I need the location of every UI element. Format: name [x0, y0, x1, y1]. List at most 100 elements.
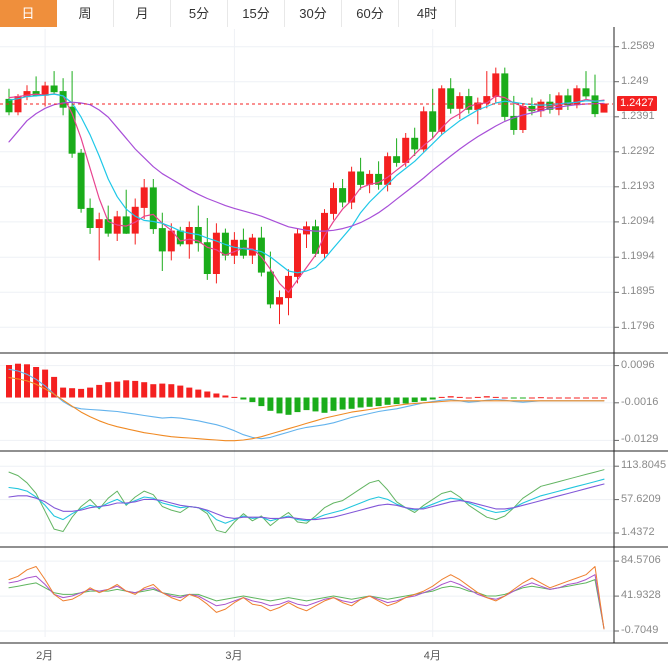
- candle-body: [95, 219, 103, 228]
- candle-body: [402, 137, 410, 163]
- macd-histogram-bar: [357, 397, 364, 408]
- rsi-axis-label: 41.9328: [621, 589, 661, 602]
- macd-histogram-bar: [51, 376, 58, 398]
- candle-body: [555, 95, 563, 110]
- macd-histogram-bar: [537, 397, 544, 399]
- tab-30min[interactable]: 30分: [285, 0, 342, 27]
- macd-histogram-bar: [87, 387, 94, 398]
- macd-histogram-bar: [447, 396, 454, 398]
- macd-histogram-bar: [123, 380, 130, 398]
- macd-histogram-bar: [456, 396, 463, 398]
- rsi6-line: [8, 566, 605, 630]
- tab-4hour[interactable]: 4时: [399, 0, 456, 27]
- macd-histogram-bar: [267, 397, 274, 411]
- price-axis-label: 1.2193: [621, 179, 655, 192]
- macd-histogram-bar: [60, 387, 67, 398]
- candle-body: [537, 101, 545, 112]
- candle-body: [366, 173, 374, 185]
- macd-histogram-bar: [141, 382, 148, 398]
- macd-histogram-bar: [384, 397, 391, 405]
- macd-histogram-bar: [33, 367, 40, 398]
- candle-body: [510, 115, 518, 131]
- candle-body: [212, 232, 220, 274]
- date-axis-label: 4月: [423, 650, 441, 662]
- macd-histogram-bar: [510, 397, 517, 399]
- macd-histogram-bar: [276, 397, 283, 414]
- macd-histogram-bar: [114, 381, 121, 398]
- macd-histogram-bar: [105, 382, 112, 398]
- candle-body: [185, 227, 193, 245]
- candle-body: [86, 207, 94, 228]
- price-axis-label: 1.1796: [621, 320, 655, 333]
- candle-body: [32, 91, 40, 96]
- macd-histogram-bar: [69, 388, 76, 398]
- macd-histogram-bar: [601, 397, 607, 399]
- macd-histogram-bar: [546, 397, 553, 399]
- kdj-d-line: [8, 483, 605, 521]
- macd-histogram-bar: [15, 363, 21, 398]
- tab-15min[interactable]: 15分: [228, 0, 285, 27]
- macd-histogram-bar: [213, 393, 220, 398]
- timeframe-tabbar: 日 周 月 5分 15分 30分 60分 4时: [0, 0, 668, 28]
- candle-body: [330, 188, 337, 214]
- macd-histogram-bar: [6, 365, 12, 398]
- macd-diff-line: [8, 368, 605, 440]
- candle-body: [591, 95, 599, 115]
- macd-histogram-bar: [528, 397, 535, 399]
- candle-body: [77, 152, 85, 209]
- macd-histogram-bar: [186, 387, 193, 398]
- price-axis-label: 1.2589: [621, 39, 655, 52]
- macd-histogram-bar: [393, 397, 400, 405]
- candle-body: [375, 173, 383, 185]
- candle-body: [285, 275, 292, 299]
- macd-histogram-bar: [249, 397, 256, 403]
- candle-body: [50, 85, 58, 93]
- candle-body: [447, 88, 455, 109]
- candle-body: [140, 187, 148, 208]
- tab-month[interactable]: 月: [114, 0, 171, 27]
- candle-body: [321, 212, 328, 254]
- candle-body: [176, 230, 184, 245]
- macd-histogram-bar: [294, 397, 301, 413]
- macd-histogram-bar: [321, 397, 328, 413]
- rsi-axis-label: 84.5706: [621, 554, 661, 567]
- candle-body: [429, 111, 437, 132]
- macd-histogram-bar: [592, 397, 598, 399]
- ma20-line: [8, 101, 605, 232]
- candle-body: [167, 230, 175, 252]
- macd-histogram-bar: [240, 397, 247, 400]
- macd-histogram-bar: [420, 397, 427, 401]
- macd-histogram-bar: [159, 383, 166, 398]
- macd-histogram-bar: [465, 397, 472, 399]
- macd-histogram-bar: [402, 397, 409, 404]
- macd-histogram-bar: [564, 397, 571, 399]
- chart-canvas[interactable]: [0, 27, 668, 669]
- tab-week[interactable]: 周: [57, 0, 114, 27]
- macd-histogram-bar: [573, 397, 580, 399]
- macd-histogram-bar: [501, 397, 508, 399]
- kdj-axis-label: 57.6209: [621, 492, 661, 505]
- macd-histogram-bar: [204, 391, 211, 398]
- tabbar-filler: [456, 0, 668, 27]
- ma10-line: [8, 93, 605, 274]
- macd-histogram-bar: [168, 384, 175, 398]
- macd-histogram-bar: [222, 395, 229, 398]
- candle-body: [41, 85, 49, 96]
- last-price-tag: 1.2427: [617, 96, 657, 112]
- macd-histogram-bar: [483, 396, 490, 398]
- macd-histogram-bar: [339, 397, 346, 410]
- tab-day[interactable]: 日: [0, 0, 57, 27]
- tab-60min[interactable]: 60分: [342, 0, 399, 27]
- macd-histogram-bar: [366, 397, 373, 407]
- candle-body: [276, 297, 283, 305]
- candle-body: [158, 228, 166, 252]
- candle-body: [411, 137, 419, 150]
- macd-histogram-bar: [258, 397, 265, 407]
- kdj-axis-label: 113.8045: [621, 459, 667, 472]
- candle-body: [68, 106, 76, 154]
- candle-body: [104, 219, 112, 234]
- candle-body: [348, 171, 356, 203]
- macd-histogram-bar: [132, 380, 139, 398]
- tab-5min[interactable]: 5分: [171, 0, 228, 27]
- candle-body: [149, 187, 157, 230]
